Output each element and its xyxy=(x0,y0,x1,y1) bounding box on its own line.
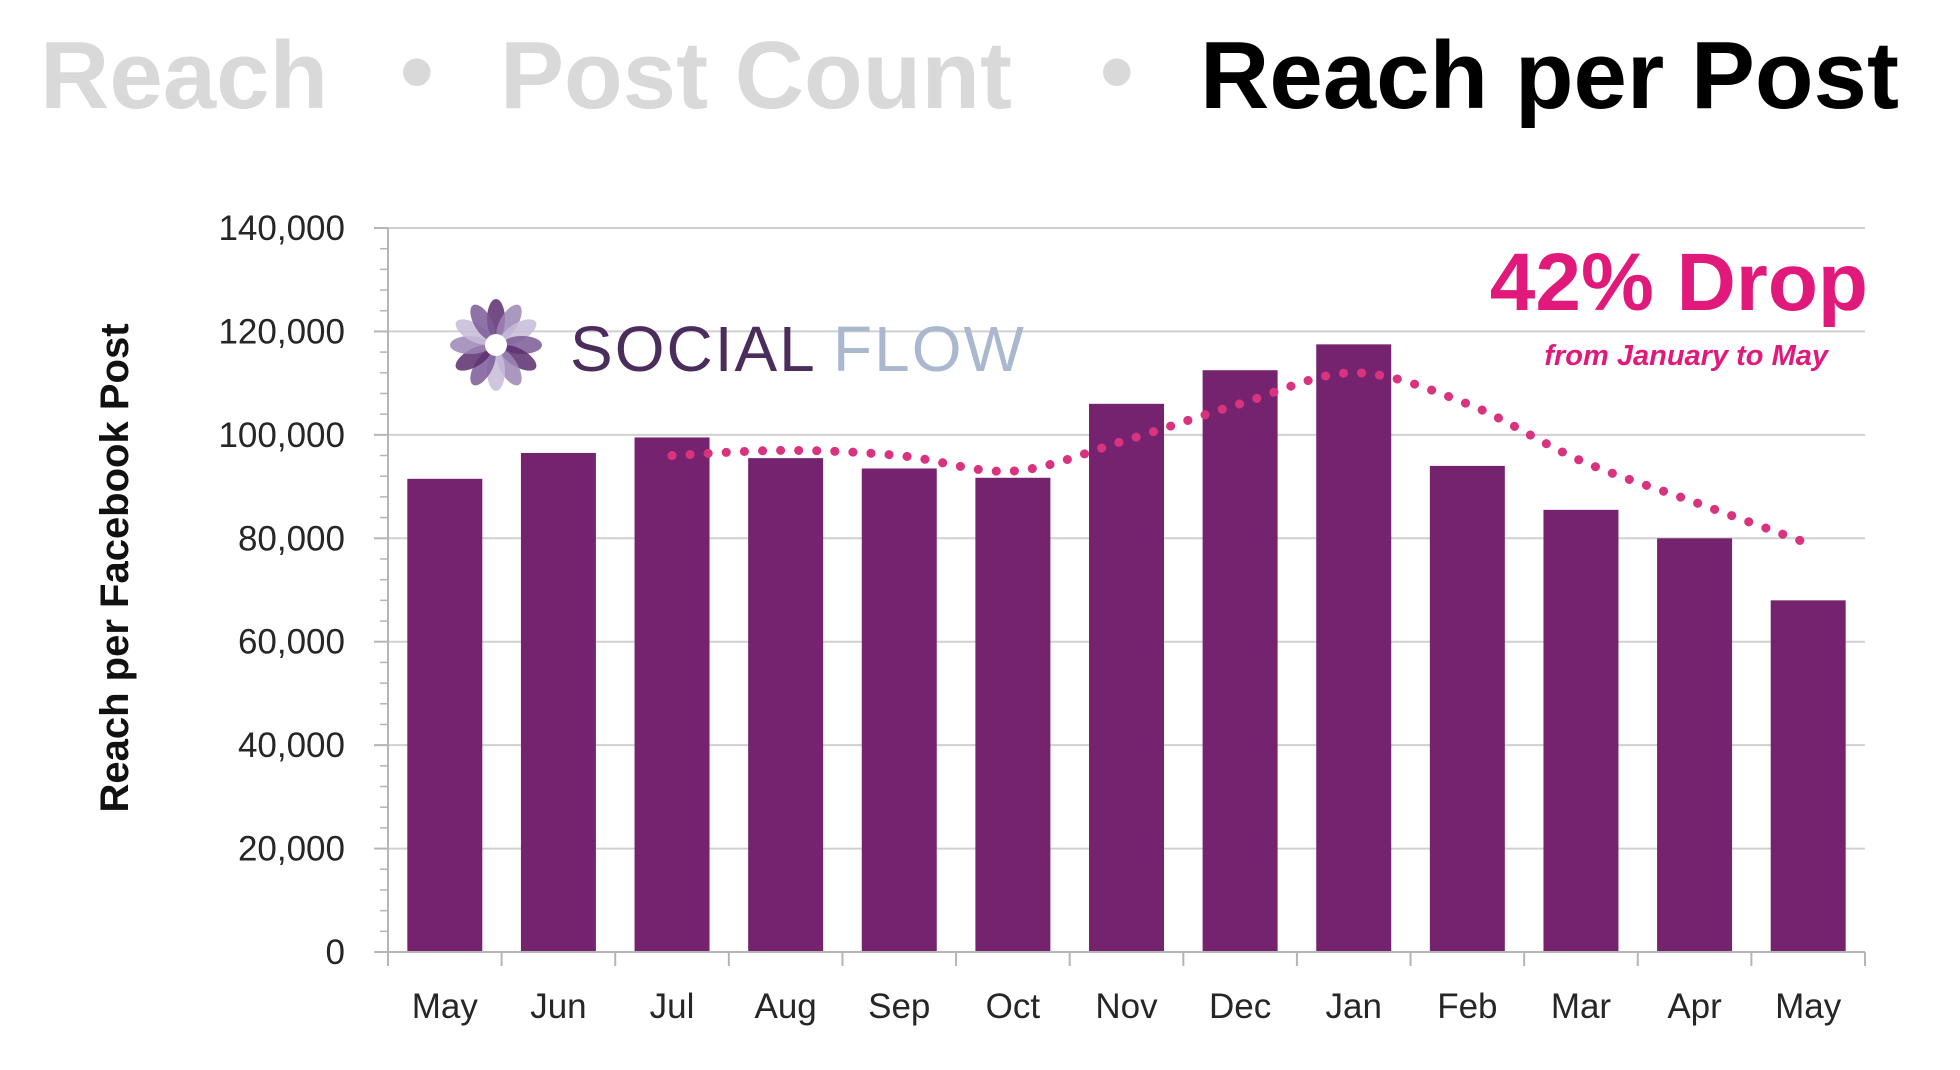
logo-petal xyxy=(500,345,537,371)
header-tabs: Reach • Post Count • Reach per Post xyxy=(40,18,1899,129)
x-tick-label: Feb xyxy=(1437,987,1497,1026)
y-tick-label: 100,000 xyxy=(218,416,345,455)
x-tick-label: May xyxy=(1775,987,1842,1026)
tab-reach-per-post[interactable]: Reach per Post xyxy=(1200,22,1899,129)
drop-headline: 42% Drop xyxy=(1490,237,1868,328)
trendline xyxy=(667,368,1813,548)
y-tick-label: 120,000 xyxy=(218,312,345,351)
y-tick-label: 0 xyxy=(326,933,345,972)
bar-dec-7 xyxy=(1202,370,1278,952)
drop-annotation: 42% Drop from January to May xyxy=(1490,237,1868,372)
logo-petal xyxy=(496,304,522,341)
x-tick-label: Apr xyxy=(1667,987,1722,1026)
y-axis-ticks: 0 20,000 40,000 60,000 80,000 100,000 120,000 1… xyxy=(218,209,388,972)
flower-icon xyxy=(450,299,542,391)
socialflow-logo: SOCIAL FLOW xyxy=(450,299,1026,391)
bar-may-12 xyxy=(1770,600,1846,952)
x-tick-label: Sep xyxy=(868,987,930,1026)
logo-text-social: SOCIAL xyxy=(570,313,817,385)
bar-oct-5 xyxy=(975,477,1051,952)
x-axis-labels: May Jun Jul Aug Sep Oct Nov Dec Jan Feb Mar Apr May xyxy=(412,987,1842,1026)
tab-separator-2: • xyxy=(1100,18,1134,125)
tab-separator-1: • xyxy=(400,18,434,125)
bar-nov-6 xyxy=(1089,403,1164,952)
tab-post-count[interactable]: Post Count xyxy=(500,22,1012,129)
bar-may-0 xyxy=(407,478,483,952)
axes xyxy=(387,228,1866,966)
bar-jan-8 xyxy=(1316,344,1392,952)
tab-reach[interactable]: Reach xyxy=(40,22,328,129)
x-tick-label: Jan xyxy=(1326,987,1382,1026)
x-tick-label: Jul xyxy=(650,987,695,1026)
bar-jun-1 xyxy=(520,452,596,952)
drop-subtext: from January to May xyxy=(1544,340,1829,372)
logo-text-flow: FLOW xyxy=(833,313,1026,385)
y-tick-label: 80,000 xyxy=(238,519,345,558)
y-tick-label: 60,000 xyxy=(238,623,345,662)
bar-jul-2 xyxy=(634,437,710,952)
x-tick-label: Oct xyxy=(986,987,1041,1026)
y-tick-label: 20,000 xyxy=(238,830,345,869)
logo-petal xyxy=(470,349,496,386)
y-axis-title: Reach per Facebook Post xyxy=(93,323,137,812)
x-tick-label: Dec xyxy=(1209,987,1271,1026)
logo-petal xyxy=(470,304,496,341)
x-tick-label: Nov xyxy=(1095,987,1158,1026)
x-tick-label: May xyxy=(412,987,479,1026)
bar-aug-3 xyxy=(748,458,824,952)
bars xyxy=(407,344,1846,952)
x-tick-label: Jun xyxy=(530,987,586,1026)
x-tick-label: Mar xyxy=(1551,987,1612,1026)
bar-mar-10 xyxy=(1543,509,1619,952)
bar-apr-11 xyxy=(1657,538,1733,952)
logo-petal xyxy=(455,319,492,345)
bar-sep-4 xyxy=(861,468,937,952)
y-tick-label: 140,000 xyxy=(218,209,345,248)
logo-center xyxy=(485,334,507,356)
x-tick-label: Aug xyxy=(755,987,817,1026)
y-tick-label: 40,000 xyxy=(238,726,345,765)
bar-feb-9 xyxy=(1429,465,1505,952)
